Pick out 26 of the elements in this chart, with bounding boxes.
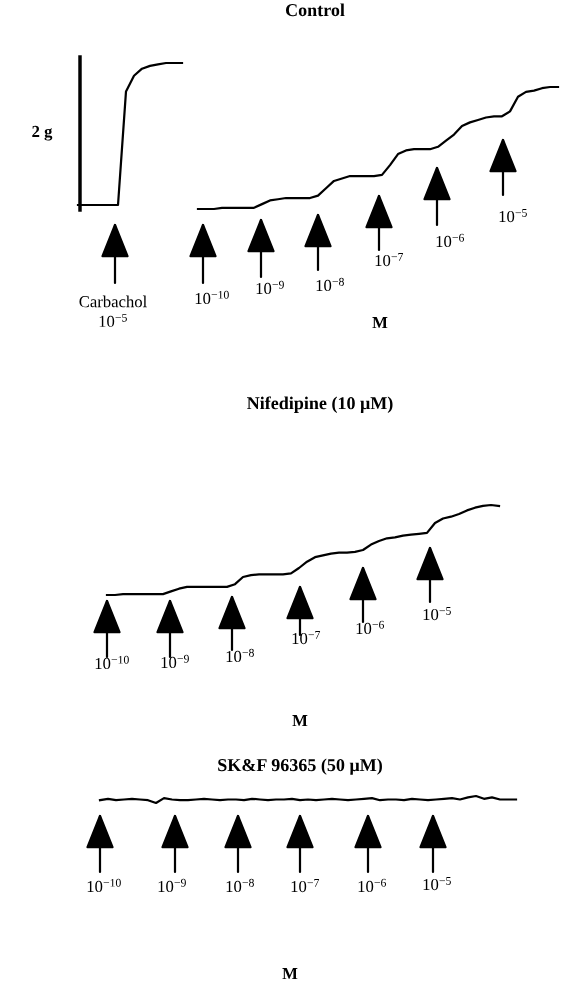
text: 10$^{−9}$ <box>256 280 284 295</box>
text: 10$^{−7}$ <box>291 879 320 893</box>
chart-title: SK&F 96365 (50 μM) <box>218 758 382 775</box>
text: 10$^{−7}$ <box>292 631 321 645</box>
text: 10$^{−10}$ <box>95 655 129 670</box>
chart-title: Control <box>285 3 345 17</box>
x-axis-title: M <box>372 317 388 329</box>
chart-title: Nifedipine (10 μM) <box>247 396 393 413</box>
text: 10$^{−8}$ <box>316 277 344 292</box>
text: 10$^{−5}$ <box>423 877 451 891</box>
text: 2 g <box>32 125 53 141</box>
text: 10$^{−5}$ <box>499 209 527 223</box>
x-axis-title: M <box>282 968 298 980</box>
text: 10$^{−10}$ <box>87 878 121 893</box>
text: 10$^{−5}$ <box>423 607 451 621</box>
text: 10$^{−6}$ <box>358 878 387 893</box>
x-axis-title: M <box>292 715 308 727</box>
text: Carbachol 10$^{−5}$ <box>79 295 147 328</box>
text: 10$^{−6}$ <box>436 233 465 248</box>
text: 10$^{−8}$ <box>226 878 254 893</box>
text: 10$^{−10}$ <box>195 290 229 305</box>
text: 10$^{−6}$ <box>356 620 385 635</box>
text: 10$^{−9}$ <box>158 878 186 893</box>
text: 10$^{−8}$ <box>226 648 254 663</box>
text: 10$^{−7}$ <box>375 253 404 267</box>
text: 10$^{−9}$ <box>161 654 189 669</box>
